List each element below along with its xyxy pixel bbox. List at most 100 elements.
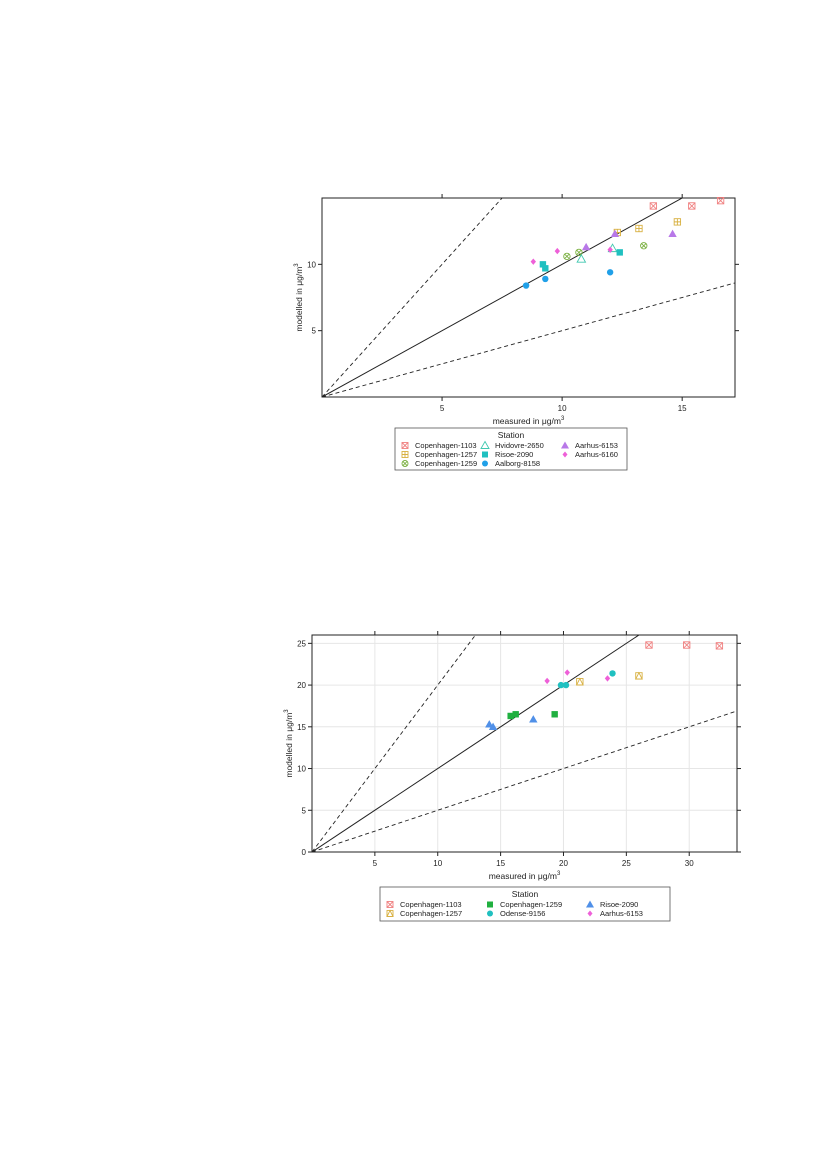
chart-2-legend-item: Odense-9156: [487, 909, 545, 918]
chart-1-point: [716, 197, 725, 205]
chart-2-point: [512, 711, 519, 718]
chart-1-reference-lines: [322, 198, 735, 397]
chart-1-x-tick-label: 15: [678, 404, 687, 413]
chart-2-legend-label: Copenhagen-1257: [400, 909, 462, 918]
chart-1-point: [539, 261, 547, 268]
chart-1-legend-label: Aarhus-6153: [575, 441, 618, 450]
chart-1-legend-marker: [401, 460, 409, 467]
chart-2-point: [645, 641, 653, 649]
chart-2-legend-box: [379, 886, 671, 922]
chart-1-point: [607, 246, 613, 253]
chart-1-point: [542, 265, 549, 272]
chart-1-point: [522, 282, 530, 289]
chart-2-legend-marker: [386, 901, 394, 908]
chart-1-point: [640, 242, 648, 250]
chart-1-point: [563, 252, 571, 261]
chart-2-x-tick-label: 25: [622, 859, 631, 868]
chart-2-axes: 5 10 15 20 25 30 0 5 10 15 20 25: [297, 631, 741, 868]
chart-2-legend-item: Risoe-2090: [586, 900, 638, 909]
chart-2-y-tick-label: 15: [297, 723, 306, 732]
chart-1-y-axis-label: modelled in μg/m3: [294, 263, 304, 332]
chart-1-legend-label: Copenhagen-1257: [415, 450, 477, 459]
chart-2: 5 10 15 20 25 30 0 5 10 15 20 25 measured in μg/m3 mo…: [270, 625, 750, 925]
chart-2-legend-item: Copenhagen-1257: [386, 909, 462, 918]
chart-2-x-tick-label: 10: [433, 859, 442, 868]
chart-2-point: [529, 715, 538, 723]
chart-2-data-points: [485, 641, 724, 731]
chart-1-plot-frame: [321, 197, 736, 398]
chart-2-svg: 5 10 15 20 25 30 0 5 10 15 20 25 measured in μg/m3 mo…: [284, 631, 741, 922]
chart-1-ref-line-2: [322, 198, 503, 397]
chart-1-point: [688, 202, 696, 210]
chart-2-point: [488, 722, 498, 731]
chart-2-point: [609, 670, 616, 677]
chart-1-x-tick-label: 10: [558, 404, 567, 413]
chart-1-legend-marker: [562, 451, 568, 458]
chart-2-point: [604, 675, 611, 682]
chart-2-point: [634, 671, 643, 680]
chart-2-legend-marker: [487, 901, 493, 908]
chart-1-legend-label: Copenhagen-1103: [415, 441, 477, 450]
chart-1-legend-marker: [480, 440, 490, 449]
chart-1-point: [554, 247, 561, 255]
chart-1-legend-item: Aalborg-8158: [482, 459, 540, 468]
chart-1-y-tick-label: 10: [307, 260, 316, 269]
chart-2-reference-lines: [312, 635, 737, 852]
chart-2-x-tick-label: 30: [685, 859, 694, 868]
chart-1-legend-item: Aarhus-6153: [561, 441, 618, 450]
chart-2-legend-label: Odense-9156: [500, 909, 545, 918]
chart-2-y-tick-label: 25: [297, 639, 306, 648]
chart-2-point: [544, 677, 550, 685]
chart-1-legend-box: [394, 427, 628, 471]
chart-1-legend-title: Station: [498, 430, 525, 440]
chart-1-svg: 5 10 15 5 10 measured in μg/m3 modelled in μg/…: [294, 194, 739, 471]
chart-1-x-tick-label: 5: [440, 404, 445, 413]
chart-1-legend-item: Risoe-2090: [482, 450, 533, 459]
chart-1-legend-label: Aalborg-8158: [495, 459, 540, 468]
chart-1-legend-item: Copenhagen-1259: [401, 459, 477, 468]
chart-1-point: [635, 224, 643, 233]
chart-2-point: [507, 712, 514, 720]
chart-1-legend-item: Copenhagen-1103: [401, 441, 477, 450]
chart-1-legend-marker: [482, 460, 488, 467]
chart-1: 5 10 15 5 10 measured in μg/m3 modelled in μg/…: [280, 185, 750, 485]
chart-2-legend-item: Aarhus-6153: [587, 909, 643, 918]
chart-1-axes: 5 10 15 5 10: [307, 194, 739, 413]
chart-2-y-tick-label: 5: [302, 806, 307, 815]
chart-1-data-points: [522, 197, 725, 289]
chart-2-legend-title: Station: [512, 889, 539, 899]
chart-2-ref-line-2: [312, 635, 477, 852]
chart-2-ref-line-1: [312, 635, 640, 852]
chart-1-ref-line-1: [322, 198, 684, 397]
chart-1-point: [576, 253, 587, 263]
chart-1-legend-marker: [561, 441, 569, 449]
chart-2-legend-label: Copenhagen-1103: [400, 900, 462, 909]
chart-1-legend-item: Copenhagen-1257: [401, 450, 477, 459]
chart-2-legend-marker: [386, 909, 394, 917]
chart-2-point: [715, 642, 724, 650]
chart-1-legend-label: Risoe-2090: [495, 450, 533, 459]
chart-1-point: [649, 202, 658, 210]
chart-1-point: [581, 242, 591, 251]
chart-1-ref-line-0.5: [322, 282, 735, 397]
chart-1-point: [668, 229, 677, 238]
chart-1-point: [542, 275, 549, 283]
chart-1-point: [530, 258, 537, 265]
chart-2-ref-line-0.5: [312, 710, 737, 852]
chart-2-plot-frame: [311, 634, 738, 853]
chart-2-legend-label: Copenhagen-1259: [500, 900, 562, 909]
chart-2-legend-marker: [586, 900, 594, 908]
chart-1-legend-item: Aarhus-6160: [562, 450, 618, 459]
chart-1-legend-marker: [401, 442, 409, 449]
chart-1-legend-label: Aarhus-6160: [575, 450, 618, 459]
chart-2-legend-marker: [487, 910, 493, 917]
chart-2-point: [562, 681, 570, 689]
chart-1-y-tick-label: 5: [312, 327, 317, 336]
chart-2-point: [575, 677, 584, 686]
chart-2-x-tick-label: 20: [559, 859, 568, 868]
chart-1-legend-label: Copenhagen-1259: [415, 459, 477, 468]
chart-2-legend-label: Risoe-2090: [600, 900, 638, 909]
chart-2-x-axis-label: measured in μg/m3: [489, 871, 561, 881]
chart-1-legend-marker: [482, 451, 488, 458]
